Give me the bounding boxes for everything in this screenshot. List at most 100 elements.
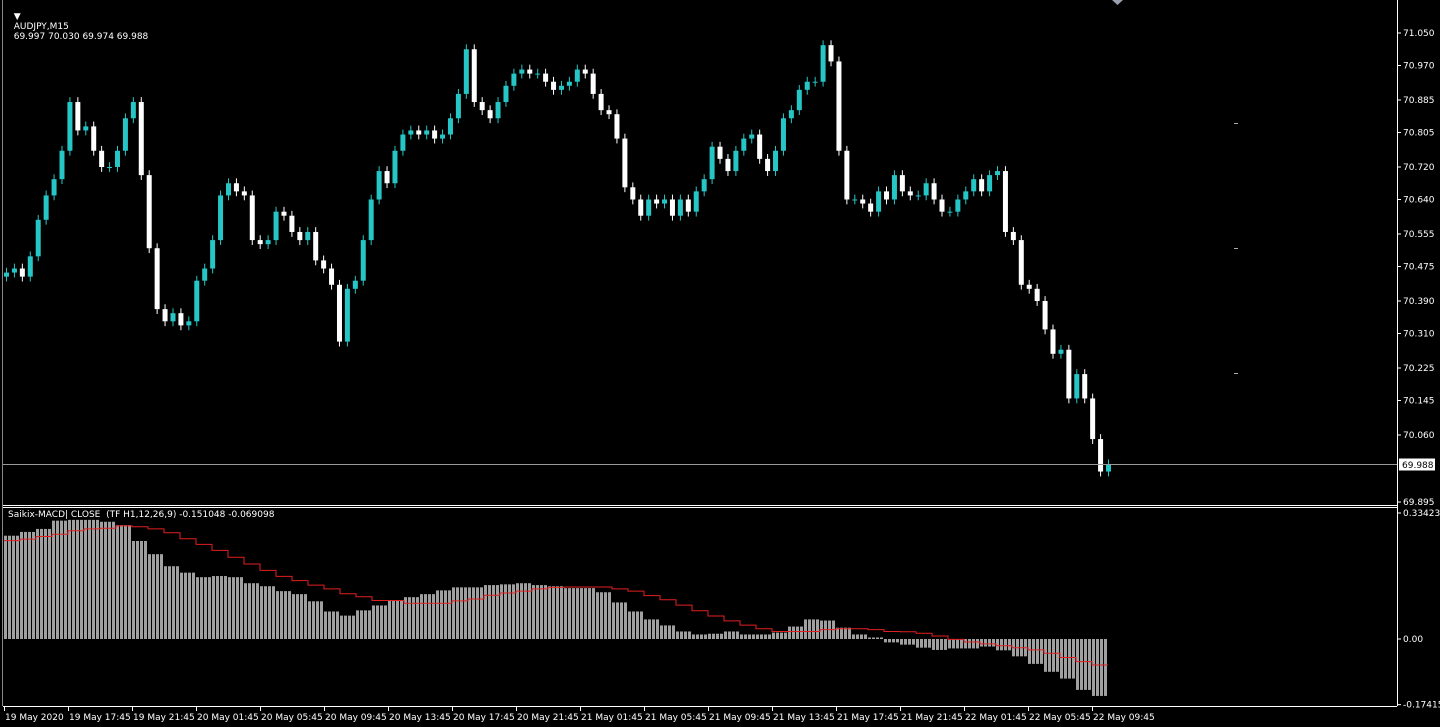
- macd-bar: [96, 519, 99, 639]
- macd-bar: [56, 520, 59, 639]
- candle: [669, 194, 675, 221]
- candle: [11, 263, 17, 278]
- time-tick-label: 22 May 01:45: [965, 713, 1027, 723]
- candle-body: [876, 191, 882, 212]
- candle-body: [820, 45, 826, 82]
- candle-body: [67, 102, 73, 151]
- macd-bar: [388, 600, 391, 639]
- candle: [860, 194, 866, 209]
- collapse-triangle-icon[interactable]: ▼: [13, 12, 21, 22]
- time-tick-label: 21 May 21:45: [901, 713, 963, 723]
- candle-body: [598, 93, 604, 111]
- macd-bar: [412, 597, 415, 639]
- candle: [979, 174, 985, 197]
- candle-body: [590, 73, 596, 94]
- candle-body: [233, 183, 239, 192]
- macd-bar: [992, 639, 995, 647]
- macd-bar: [116, 525, 119, 639]
- candle: [757, 129, 763, 164]
- candle-body: [281, 211, 287, 216]
- macd-bar: [556, 586, 559, 639]
- macd-bar: [328, 611, 331, 639]
- macd-bar: [1008, 639, 1011, 651]
- macd-bar: [80, 519, 83, 639]
- candle: [947, 206, 953, 217]
- candle-body: [852, 199, 858, 201]
- macd-bar: [1004, 639, 1007, 651]
- candle-body: [709, 146, 715, 180]
- macd-bar: [972, 639, 975, 649]
- price-tick-label: 70.225: [1403, 364, 1435, 374]
- macd-bar: [716, 633, 719, 639]
- candle: [59, 145, 65, 185]
- macd-bar: [772, 632, 775, 639]
- macd-bar: [848, 627, 851, 639]
- candle-body: [114, 150, 120, 167]
- candle: [923, 178, 929, 201]
- candle-body: [733, 150, 739, 172]
- macd-bar: [988, 639, 991, 647]
- candle-body: [987, 175, 993, 192]
- candle-body: [812, 81, 818, 83]
- macd-bar: [4, 535, 7, 639]
- macd-bar: [168, 566, 171, 639]
- candle-body: [194, 280, 200, 322]
- macd-bar: [240, 577, 243, 639]
- macd-bar: [1092, 639, 1095, 696]
- candle-body: [543, 73, 549, 82]
- candle: [329, 263, 335, 290]
- macd-bar: [1028, 639, 1031, 664]
- macd-bar: [840, 627, 843, 639]
- candle-body: [384, 171, 390, 184]
- candle: [186, 316, 192, 331]
- candle-body: [1050, 329, 1056, 354]
- macd-bar: [608, 592, 611, 639]
- candle-body: [891, 175, 897, 200]
- candle: [257, 235, 263, 250]
- time-tick-label: 22 May 09:45: [1093, 713, 1155, 723]
- macd-bar: [396, 600, 399, 639]
- macd-bar: [1056, 639, 1059, 672]
- macd-bar: [856, 634, 859, 639]
- candle: [479, 97, 485, 116]
- candle-body: [408, 130, 414, 135]
- candle: [907, 186, 913, 201]
- macd-bar: [780, 632, 783, 639]
- candle: [868, 198, 874, 217]
- candle-body: [685, 199, 691, 212]
- shift-marker-icon[interactable]: [1112, 0, 1123, 5]
- macd-bar: [592, 588, 595, 639]
- candle: [408, 125, 414, 140]
- time-tick-label: 21 May 05:45: [645, 713, 707, 723]
- macd-bar: [600, 592, 603, 639]
- candle: [725, 154, 731, 176]
- macd-bar: [940, 639, 943, 650]
- macd-bar: [872, 637, 875, 639]
- candle: [614, 109, 620, 144]
- macd-bar: [76, 519, 79, 639]
- price-tick-label: 70.310: [1403, 329, 1435, 339]
- candle: [836, 56, 842, 156]
- candle: [527, 64, 533, 79]
- macd-bar: [688, 631, 691, 639]
- macd-bar: [432, 594, 435, 639]
- candle: [638, 194, 644, 221]
- candle: [519, 64, 525, 79]
- macd-bar: [904, 639, 907, 645]
- candle-body: [844, 150, 850, 200]
- macd-bar: [140, 540, 143, 639]
- macd-bar: [128, 525, 131, 639]
- macd-bar: [956, 639, 959, 649]
- macd-bar: [300, 594, 303, 639]
- candle-body: [757, 134, 763, 159]
- candle: [27, 251, 33, 282]
- candle-body: [202, 268, 208, 281]
- candle: [773, 145, 779, 176]
- macd-bar: [544, 585, 547, 639]
- macd-bar: [744, 634, 747, 639]
- macd-bar: [788, 626, 791, 639]
- price-tick-label: 70.390: [1403, 297, 1435, 307]
- price-tick-label: 70.720: [1403, 163, 1435, 173]
- candle-body: [91, 126, 97, 151]
